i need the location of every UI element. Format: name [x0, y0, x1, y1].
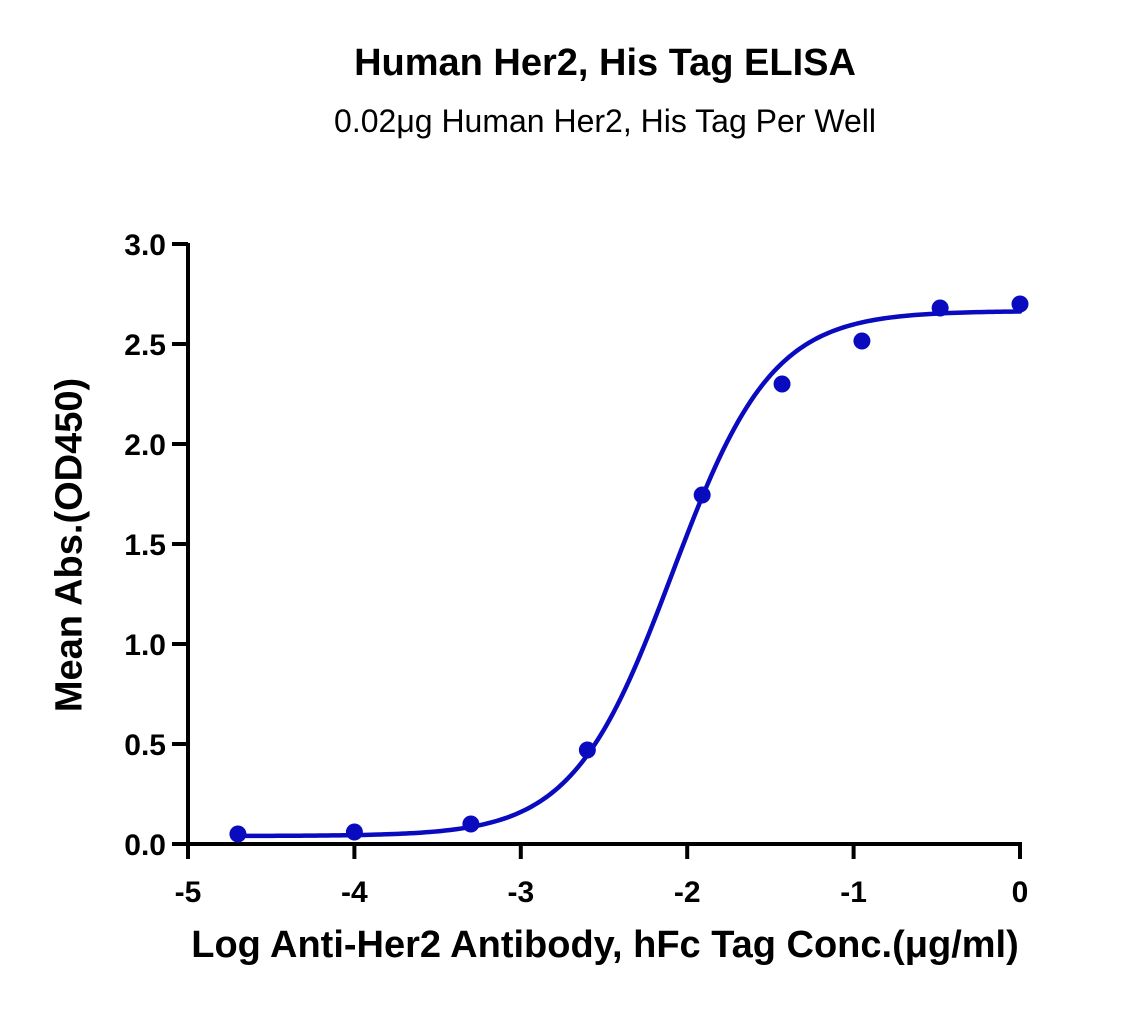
chart-title: Human Her2, His Tag ELISA [354, 42, 856, 84]
x-tick-label: -5 [175, 876, 202, 909]
y-tick-label: 1.0 [124, 629, 166, 662]
data-point [578, 741, 596, 759]
y-tick-label: 0.0 [124, 829, 166, 862]
x-tick-label: 0 [1012, 876, 1029, 909]
data-point [693, 486, 711, 504]
data-points [229, 295, 1029, 843]
data-point [773, 375, 791, 393]
x-tick-label: -3 [507, 876, 534, 909]
y-tick-label: 0.5 [124, 729, 166, 762]
x-axis-label: Log Anti-Her2 Antibody, hFc Tag Conc.(μg… [191, 924, 1019, 966]
y-tick-label: 3.0 [124, 229, 166, 262]
y-tick-label: 1.5 [124, 529, 166, 562]
y-tick-label: 2.0 [124, 429, 166, 462]
axes: 0.0 0.5 1.0 1.5 2.0 2.5 3.0 -5 -4 -3 -2 -1 0 [124, 229, 1028, 909]
data-point [229, 825, 247, 843]
data-point [462, 815, 480, 833]
data-point [1011, 295, 1029, 313]
x-tick-label: -1 [840, 876, 867, 909]
chart-subtitle: 0.02μg Human Her2, His Tag Per Well [334, 103, 876, 139]
fit-curve [235, 309, 1023, 839]
y-tick-label: 2.5 [124, 329, 166, 362]
data-point [931, 299, 949, 317]
data-point [345, 823, 363, 841]
data-point [853, 332, 871, 350]
x-tick-label: -2 [674, 876, 701, 909]
x-tick-label: -4 [341, 876, 368, 909]
